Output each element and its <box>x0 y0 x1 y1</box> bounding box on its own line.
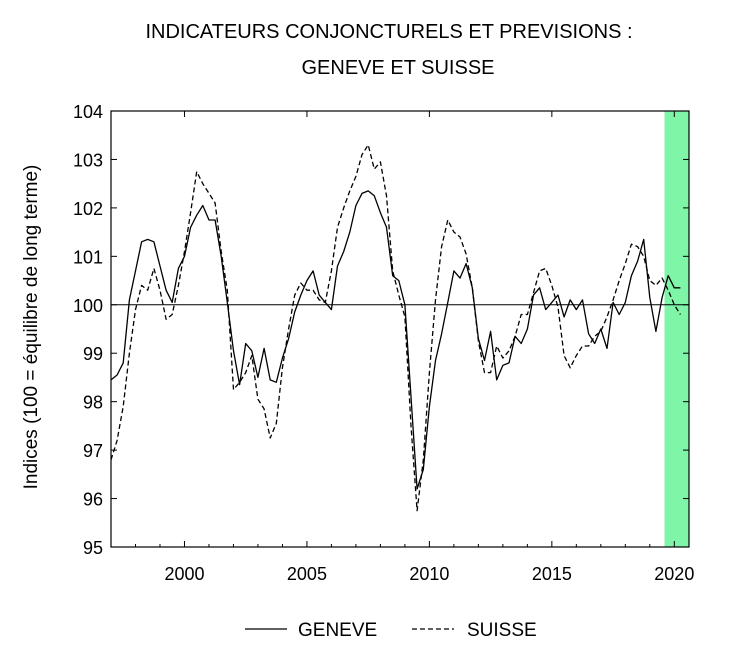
y-axis-label: Indices (100 = équilibre de long terme) <box>21 165 42 490</box>
y-tick-label: 100 <box>73 296 103 316</box>
y-tick-label: 99 <box>83 344 103 364</box>
y-tick-label: 102 <box>73 199 103 219</box>
x-tick-label: 2020 <box>654 564 694 584</box>
plot-area-frame <box>110 110 690 548</box>
series-line-suisse <box>110 144 681 512</box>
y-tick-label: 103 <box>73 150 103 170</box>
y-tick-label: 104 <box>73 102 103 122</box>
x-tick-label: 2010 <box>409 564 449 584</box>
y-tick-label: 101 <box>73 247 103 267</box>
x-tick-label: 2015 <box>532 564 572 584</box>
x-tick-label: 2000 <box>164 564 204 584</box>
legend-label-geneve: GENEVE <box>298 620 377 641</box>
legend-label-suisse: SUISSE <box>467 620 537 641</box>
y-tick-label: 95 <box>83 538 103 558</box>
forecast-band <box>664 111 689 547</box>
y-tick-label: 97 <box>83 441 103 461</box>
y-tick-label: 96 <box>83 490 103 510</box>
series-line-geneve <box>110 190 681 490</box>
legend: GENEVE SUISSE <box>245 620 537 641</box>
chart-subtitle: GENEVE ET SUISSE <box>301 57 494 79</box>
chart-title: INDICATEURS CONJONCTURELS ET PREVISIONS … <box>145 21 632 43</box>
x-tick-label: 2005 <box>287 564 327 584</box>
y-tick-label: 98 <box>83 393 103 413</box>
